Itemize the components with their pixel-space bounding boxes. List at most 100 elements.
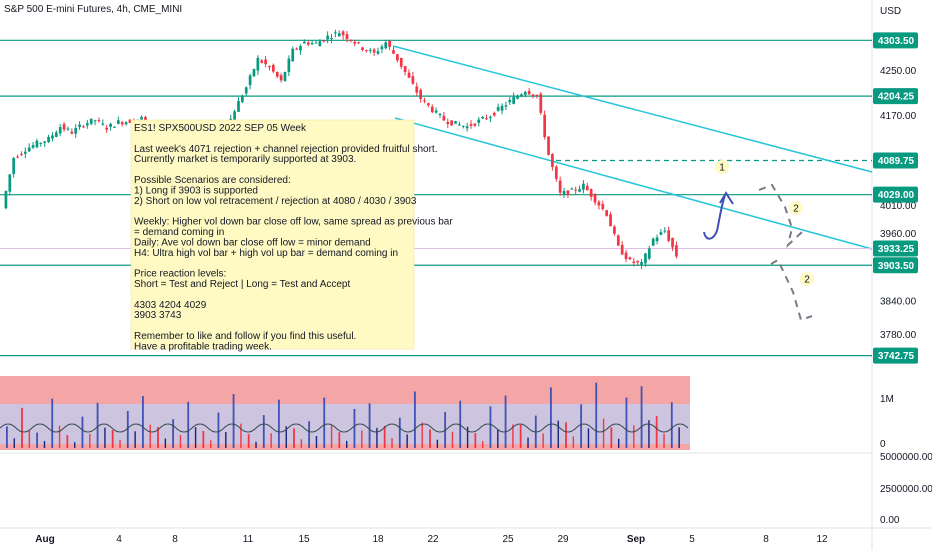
candle-body bbox=[469, 124, 473, 126]
candle-body bbox=[66, 128, 70, 130]
candle-body bbox=[547, 136, 550, 155]
candle-body bbox=[4, 190, 8, 209]
candle-body bbox=[531, 94, 535, 96]
volume-tick-label: 1M bbox=[880, 394, 894, 405]
candle-body bbox=[624, 252, 628, 260]
candle-body bbox=[58, 127, 62, 134]
candle-body bbox=[554, 166, 558, 179]
candle-body bbox=[496, 107, 500, 111]
candle-body bbox=[70, 131, 74, 134]
candle-body bbox=[508, 99, 512, 103]
volume-bar bbox=[678, 427, 680, 448]
candle-body bbox=[62, 124, 66, 130]
candle-body bbox=[365, 50, 368, 52]
volume-bar bbox=[610, 427, 613, 448]
candle-body bbox=[8, 174, 12, 192]
candle-body bbox=[659, 232, 663, 235]
candle-body bbox=[585, 185, 589, 191]
candle-body bbox=[349, 39, 353, 41]
candle-body bbox=[411, 76, 415, 84]
volume-bar bbox=[482, 441, 484, 448]
candle-body bbox=[407, 72, 411, 78]
candle-body bbox=[272, 65, 275, 72]
candle-body bbox=[632, 261, 636, 264]
time-axis[interactable]: Aug 4 8 11 15 18 22 25 29 Sep 5 8 12 bbox=[35, 534, 828, 545]
candle-body bbox=[566, 190, 570, 196]
volume-bar bbox=[36, 432, 39, 448]
volume-bars bbox=[6, 382, 680, 448]
volume-bar bbox=[119, 439, 121, 448]
note-line: = demand coming in bbox=[134, 227, 224, 238]
volume-bar bbox=[89, 433, 91, 448]
time-tick-label: 8 bbox=[172, 534, 178, 545]
volume-bar bbox=[451, 431, 454, 448]
candle-body bbox=[287, 58, 291, 73]
candle-body bbox=[516, 96, 519, 99]
chart-title: S&P 500 E-mini Futures, 4h, CME_MINI bbox=[4, 4, 182, 15]
note-line: H4: Ultra high vol bar + high vol up bar… bbox=[134, 248, 398, 259]
volume-bar bbox=[398, 417, 401, 448]
price-tick-label: 4170.00 bbox=[880, 111, 917, 122]
candle-body bbox=[322, 40, 326, 42]
candle-body bbox=[651, 238, 655, 246]
candle-body bbox=[101, 123, 105, 125]
candle-body bbox=[252, 69, 256, 77]
price-tick-label: 4010.00 bbox=[880, 201, 917, 212]
wave-label: 1 bbox=[719, 163, 725, 174]
candle-body bbox=[415, 86, 419, 93]
candle-body bbox=[260, 60, 264, 63]
candle-body bbox=[473, 123, 477, 126]
candle-body bbox=[368, 49, 372, 51]
candle-body bbox=[47, 136, 50, 142]
volume-bar bbox=[625, 397, 628, 448]
candle-body bbox=[85, 123, 89, 126]
candle-body bbox=[523, 91, 527, 95]
volume-bar bbox=[376, 427, 378, 448]
candle-body bbox=[396, 54, 399, 61]
candle-body bbox=[388, 40, 391, 47]
candle-body bbox=[613, 226, 616, 234]
candle-body bbox=[438, 114, 442, 116]
candle-body bbox=[461, 125, 465, 127]
candle-body bbox=[244, 87, 248, 94]
candle-body bbox=[295, 48, 298, 50]
candle-body bbox=[399, 57, 403, 67]
candle-body bbox=[12, 158, 16, 174]
candle-body bbox=[597, 201, 601, 206]
time-tick-label: 22 bbox=[427, 534, 439, 545]
candle-body bbox=[609, 214, 612, 227]
volume-bar bbox=[466, 426, 469, 448]
price-axis[interactable]: 4250.00 4170.00 4010.00 3960.00 3840.00 3780.… bbox=[880, 66, 917, 341]
volume-bar bbox=[81, 416, 84, 448]
candle-body bbox=[593, 194, 597, 203]
level-badge bbox=[873, 347, 918, 364]
candle-body bbox=[306, 42, 310, 45]
candle-body bbox=[589, 189, 593, 197]
volume-bar bbox=[361, 430, 363, 448]
volume-bar bbox=[164, 438, 167, 448]
note-line: Weekly: Higher vol down bar close off lo… bbox=[134, 217, 453, 228]
note-line: Currently market is temporarily supporte… bbox=[134, 154, 356, 165]
level-badge-label: 4204.25 bbox=[878, 92, 915, 103]
volume-bar bbox=[414, 391, 416, 448]
volume-bar bbox=[406, 434, 408, 448]
volume-bar bbox=[179, 435, 182, 448]
candle-body bbox=[574, 189, 578, 191]
candle-body bbox=[636, 260, 640, 263]
candle-body bbox=[481, 116, 485, 119]
volume-bar bbox=[527, 437, 529, 448]
note-line: Price reaction levels: bbox=[134, 269, 226, 280]
volume-bar bbox=[262, 415, 265, 448]
candle-body bbox=[120, 122, 124, 125]
candle-body bbox=[264, 59, 267, 65]
volume-bar bbox=[51, 398, 54, 448]
level-badge-label: 3903.50 bbox=[878, 261, 915, 272]
volume-bar bbox=[429, 429, 431, 448]
level-badge bbox=[873, 257, 918, 274]
candle-body bbox=[341, 31, 345, 36]
candle-body bbox=[434, 110, 438, 113]
volume-bar bbox=[247, 434, 250, 448]
volume-bar bbox=[459, 400, 462, 448]
candle-body bbox=[334, 32, 337, 34]
